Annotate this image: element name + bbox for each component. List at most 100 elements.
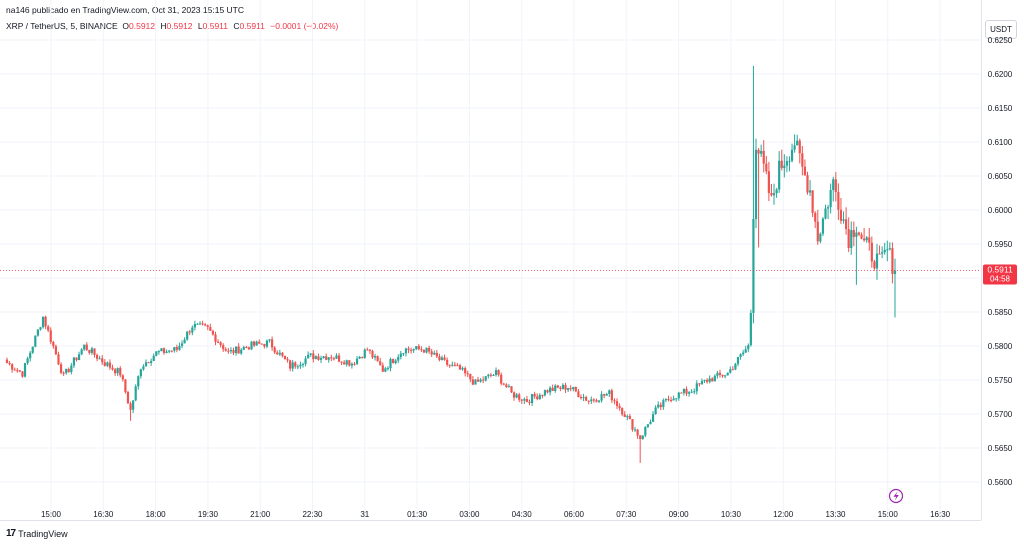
candle-body [273,347,276,353]
candle-body [397,357,400,361]
candle-body [819,233,822,242]
candle-body [739,354,742,357]
candle-body [605,394,608,396]
candle-body [507,386,511,388]
candle-body [451,364,454,366]
candle-body [340,361,343,363]
currency-button[interactable]: USDT [985,20,1017,39]
candle-body [59,364,63,373]
candle-body [767,171,770,193]
candle-body [651,414,655,422]
symbol-legend: XRP / TetherUS, 5, BINANCE O0.5912 H0.59… [6,21,341,31]
candle-body [139,369,142,377]
candle-body [543,390,547,396]
candle-body [868,237,871,243]
price-tick-label: 0.6150 [988,104,1013,113]
candle-body [842,219,845,221]
candle-body [567,388,570,390]
candle-body [803,166,807,176]
candle-body [886,249,889,251]
candle-body [757,149,760,154]
candle-body [72,357,76,366]
candle-body [229,350,233,352]
time-tick-label: 31 [360,510,369,519]
candle-body [615,401,619,407]
low-value: 0.5911 [202,21,229,31]
candle-body [77,354,81,361]
open-label: O [122,21,130,31]
price-tick-label: 0.5650 [988,444,1013,453]
price-tick-label: 0.6200 [988,70,1013,79]
price-axis: 0.6250 0.6200 0.6150 0.6100 0.6050 0.6000 0.59… [988,36,1013,487]
candle-body [152,355,155,362]
candle-body [435,352,438,357]
symbol-name[interactable]: XRP / TetherUS, 5, BINANCE [6,21,118,31]
candle-body [126,392,130,404]
candle-body [711,378,714,382]
candle-body [489,374,492,376]
candle-body [18,370,21,372]
candle-body [276,352,279,355]
last-price-tag-bg [983,264,1017,285]
candle-body [101,358,104,363]
time-tick-label: 04:30 [512,510,533,519]
time-tick-label: 10:30 [721,510,742,519]
candle-body [685,388,688,394]
flash-icon[interactable] [888,488,904,504]
candle-body [500,374,503,384]
candle-body [595,400,598,402]
candle-body [610,390,613,401]
candle-body [327,357,330,360]
candle-body [742,352,745,355]
candle-body [824,208,827,219]
candle-body [183,339,186,344]
flash-icon-bolt [893,491,899,501]
candle-body [75,357,78,361]
candle-body [569,388,572,390]
candle-body [669,399,673,401]
candle-body [134,386,137,401]
candle-body [83,344,86,350]
change-value: −0.0001 (−0.02%) [270,21,339,31]
candle-body [379,361,382,366]
candle-body [548,387,552,393]
candle-body [129,403,132,410]
candle-body [204,324,207,326]
candle-body [119,368,122,376]
candle-body [193,323,196,328]
last-price-tag: 0.5911 04:58 [983,264,1017,285]
candle-body [265,340,269,347]
candle-body [198,323,202,325]
candle-body [536,396,539,400]
candle-body [222,345,225,350]
candle-body [371,350,374,358]
candle-body [613,400,616,402]
candle-body [234,346,238,354]
flash-icon-circle [888,488,904,504]
candle-body [353,363,356,365]
brand-footer[interactable]: 17 TradingView [6,528,68,539]
candle-body [814,212,817,222]
candle-body [412,349,415,351]
candle-body [793,145,796,150]
candle-body [36,329,39,336]
candle-body [155,351,158,356]
candle-body [247,347,251,350]
candle-body [191,327,194,333]
candle-body [428,347,431,352]
price-tick-label: 0.6100 [988,138,1013,147]
tradingview-logo-icon: 17 [6,528,16,539]
candle-body [731,369,734,371]
candle-body [883,249,886,253]
candle-body [461,368,464,370]
candle-body [844,219,848,230]
candle-body [618,406,621,409]
candle-body [474,379,477,385]
last-price-value: 0.5911 [987,265,1013,275]
time-tick-label: 01:30 [407,510,428,519]
candle-body [11,364,14,370]
candle-body [675,398,678,400]
open-value: 0.5912 [129,21,156,31]
candle-body [644,426,647,436]
